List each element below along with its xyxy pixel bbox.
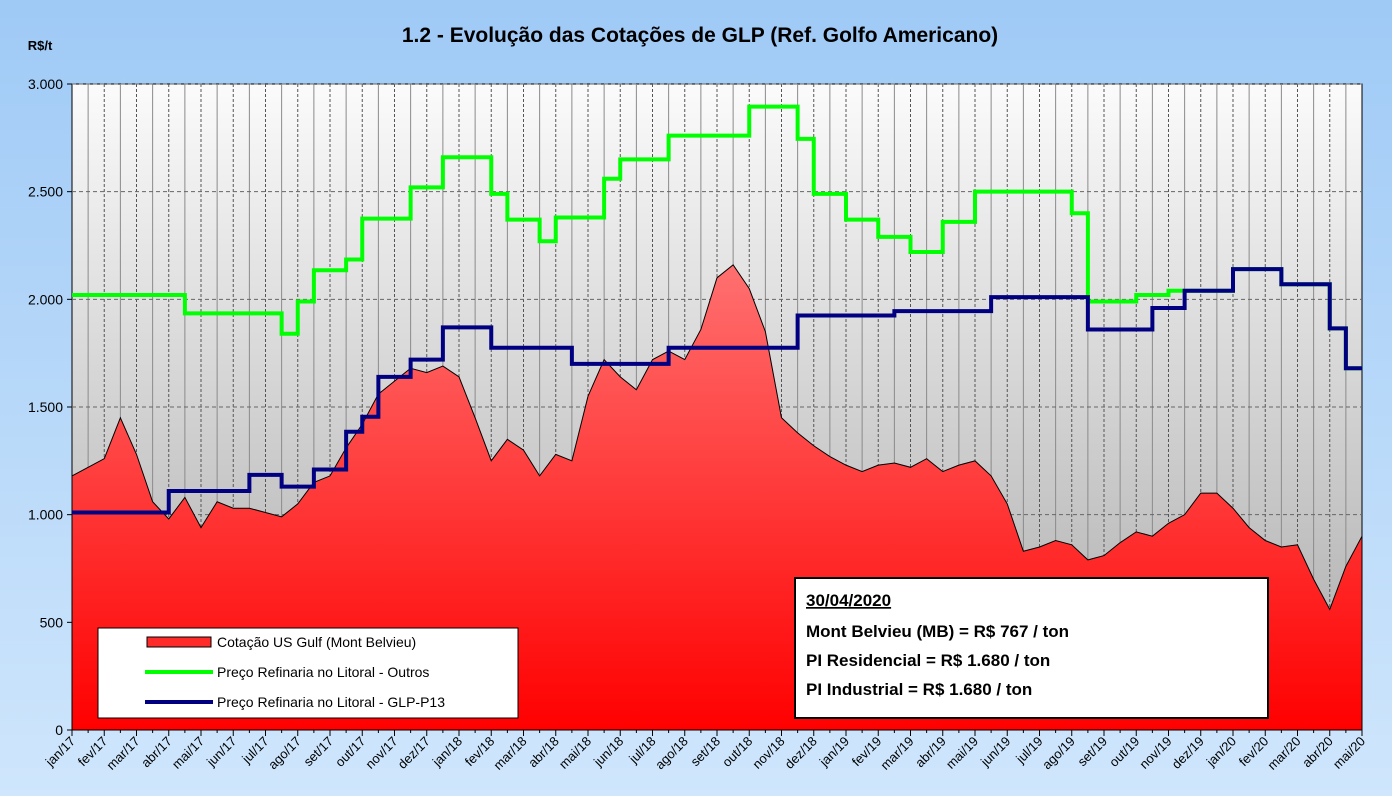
- info-line: Mont Belvieu (MB) = R$ 767 / ton: [806, 622, 1069, 641]
- legend: Cotação US Gulf (Mont Belvieu) Preço Refi…: [97, 627, 519, 719]
- legend-label: Cotação US Gulf (Mont Belvieu): [217, 634, 416, 650]
- y-tick-label: 2.000: [28, 291, 63, 307]
- info-box-frame: [794, 577, 1269, 719]
- y-tick-label: 1.000: [28, 507, 63, 523]
- y-tick-label: 500: [40, 614, 64, 630]
- info-line: PI Industrial = R$ 1.680 / ton: [806, 680, 1032, 699]
- y-tick-label: 3.000: [28, 76, 63, 92]
- y-axis-label: R$/t: [28, 38, 53, 53]
- info-date: 30/04/2020: [806, 591, 891, 610]
- step-line: [72, 267, 1362, 515]
- step-line: [72, 104, 1362, 371]
- y-tick-label: 1.500: [28, 399, 63, 415]
- legend-swatch: [146, 636, 212, 648]
- info-line: PI Residencial = R$ 1.680 / ton: [806, 651, 1050, 670]
- chart-title: 1.2 - Evolução das Cotações de GLP (Ref.…: [402, 24, 998, 47]
- legend-items: Cotação US Gulf (Mont Belvieu) Preço Refi…: [145, 634, 445, 710]
- y-tick-label: 0: [55, 722, 63, 738]
- legend-label: Preço Refinaria no Litoral - GLP-P13: [217, 694, 445, 710]
- legend-label: Preço Refinaria no Litoral - Outros: [217, 664, 429, 680]
- y-tick-label: 2.500: [28, 184, 63, 200]
- info-box: 30/04/2020 Mont Belvieu (MB) = R$ 767 / …: [794, 577, 1269, 719]
